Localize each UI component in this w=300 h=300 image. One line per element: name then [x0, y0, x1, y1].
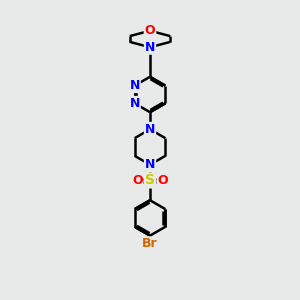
Text: O: O	[145, 24, 155, 37]
Text: N: N	[130, 79, 140, 92]
Text: O: O	[158, 174, 168, 187]
Text: N: N	[145, 41, 155, 54]
Text: O: O	[132, 174, 142, 187]
Text: Br: Br	[142, 237, 158, 250]
Text: N: N	[145, 158, 155, 171]
Text: N: N	[145, 123, 155, 136]
Text: S: S	[145, 173, 155, 188]
Text: N: N	[130, 97, 140, 110]
